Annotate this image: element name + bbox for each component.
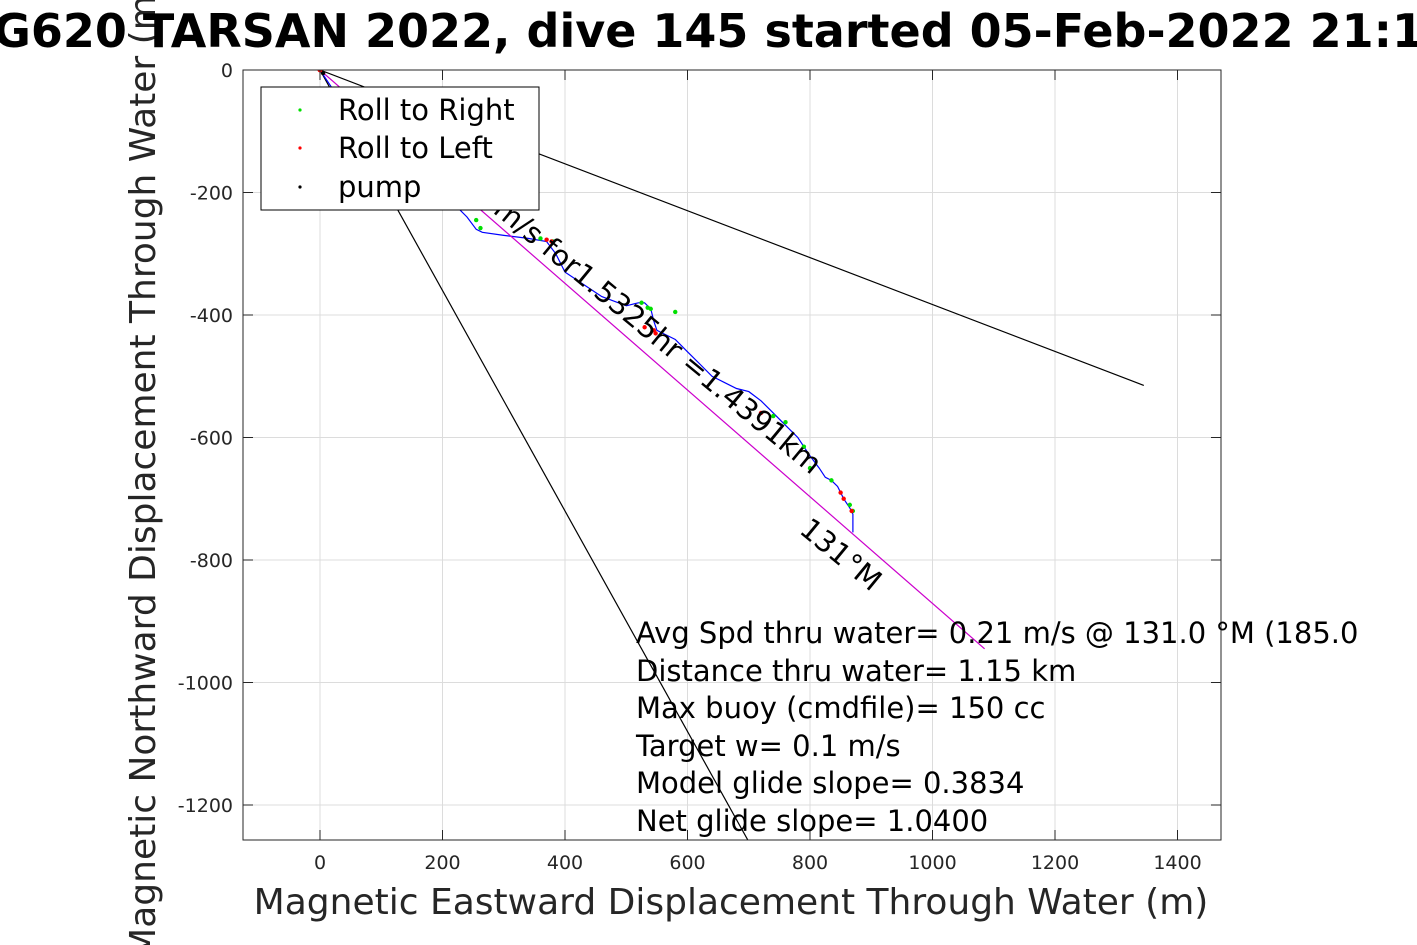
legend-label-roll-right: Roll to Right <box>338 93 515 127</box>
y-tick-label: -600 <box>190 428 233 450</box>
x-axis-label: Magnetic Eastward Displacement Through W… <box>254 882 1209 923</box>
x-tick-label: 400 <box>547 852 583 874</box>
stats-line-model-slope: Model glide slope= 0.3834 <box>636 766 1024 800</box>
stats-line-target-w: Target w= 0.1 m/s <box>635 729 901 763</box>
roll-right-point <box>478 225 483 231</box>
roll-right-point <box>847 502 853 508</box>
y-tick-label: -800 <box>190 550 233 572</box>
legend-marker-roll-left <box>298 146 302 150</box>
roll-left-point <box>642 325 647 330</box>
roll-right-point <box>783 419 788 425</box>
y-tick-label: -200 <box>190 183 233 205</box>
series-track <box>319 70 854 533</box>
roll-right-point <box>648 306 653 312</box>
y-tick-label: -1200 <box>178 795 233 817</box>
roll-right-point <box>807 465 813 471</box>
x-tick-label: 800 <box>792 852 828 874</box>
roll-left-point <box>838 490 843 495</box>
roll-left-point <box>544 237 549 242</box>
x-tick-label: 1400 <box>1153 852 1201 874</box>
stats-line-speed: Avg Spd thru water= 0.21 m/s @ 131.0 °M … <box>636 616 1358 650</box>
roll-right-point <box>829 478 834 483</box>
roll-left-point <box>653 331 658 336</box>
legend-marker-pump <box>298 185 302 189</box>
stats-line-net-slope: Net glide slope= 1.0400 <box>636 804 988 838</box>
roll-right-point <box>473 217 479 223</box>
roll-left-point <box>758 410 764 416</box>
x-tick-label: 600 <box>669 852 705 874</box>
plot-frame <box>242 69 1222 841</box>
legend-box <box>260 86 540 211</box>
legend-label-roll-left: Roll to Left <box>338 131 493 165</box>
pump-point <box>320 70 326 76</box>
roll-right-point <box>771 413 776 419</box>
x-tick-label: 1000 <box>908 852 956 874</box>
x-tick-label: 1200 <box>1031 852 1079 874</box>
stats-block: Avg Spd thru water= 0.21 m/s @ 131.0 °M … <box>635 616 1358 838</box>
roll-left-point <box>849 508 854 514</box>
legend-marker-roll-right <box>298 108 302 112</box>
legend: Roll to Right Roll to Left pump <box>260 86 540 211</box>
roll-right-point <box>639 300 644 305</box>
roll-right-point <box>801 444 807 449</box>
y-tick-label: 0 <box>221 60 233 82</box>
legend-label-pump: pump <box>338 170 421 204</box>
roll-right-point <box>538 236 543 241</box>
x-tick-label: 200 <box>424 852 460 874</box>
stats-line-distance: Distance thru water= 1.15 km <box>636 654 1076 688</box>
y-tick-label: -400 <box>190 305 233 327</box>
chart-title: SG620 TARSAN 2022, dive 145 started 05-F… <box>0 4 1417 58</box>
roll-right-point <box>673 309 678 315</box>
x-tick-label: 0 <box>314 852 326 874</box>
stats-line-max-buoy: Max buoy (cmdfile)= 150 cc <box>636 691 1045 725</box>
y-axis-label: Magnetic Northward Displacement Through … <box>123 0 164 945</box>
roll-left-point <box>841 496 846 501</box>
y-tick-label: -1000 <box>178 673 233 695</box>
ticks: 0 200 400 600 800 1000 1200 1400 0 -200 -400 -600 -8… <box>178 60 1221 874</box>
roll-left-point <box>549 239 554 244</box>
